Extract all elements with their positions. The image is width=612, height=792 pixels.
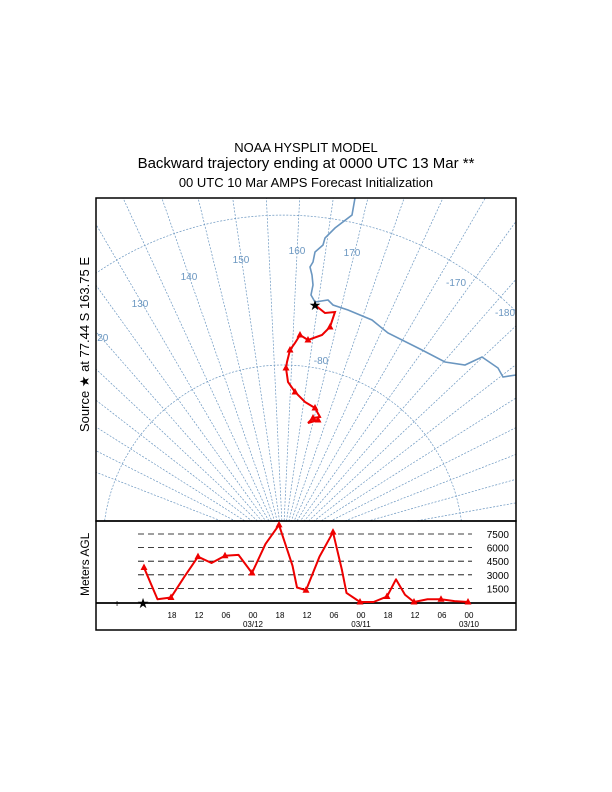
x-tick-label: 00 [249, 611, 258, 620]
height-level-label: 1500 [487, 584, 510, 595]
height-marker [194, 552, 202, 560]
trajectory-marker [286, 346, 294, 353]
longitude-label: -170 [446, 278, 466, 289]
meridian-line [299, 221, 516, 521]
meridian-line [197, 198, 278, 521]
meridian-line [122, 198, 273, 521]
trajectory-marker [282, 364, 290, 371]
trajectory-marker [314, 416, 322, 423]
source-star-icon: ★ [309, 297, 322, 313]
height-marker [356, 598, 364, 605]
meridian-line [343, 454, 516, 521]
coastline [309, 198, 516, 378]
meridian-line [96, 224, 270, 521]
height-marker [329, 528, 337, 535]
source-label: Source ★ at 77.44 S 163.75 E [77, 257, 92, 432]
meridian-line [96, 331, 263, 521]
longitude-label: 150 [233, 255, 250, 266]
x-tick-label: 00 [357, 611, 366, 620]
height-level-label: 3000 [487, 571, 510, 582]
longitude-label: 130 [132, 299, 149, 310]
x-tick-label: 00 [465, 611, 474, 620]
longitude-label: 120 [92, 333, 109, 344]
height-marker [464, 598, 472, 605]
height-marker [167, 593, 175, 600]
meridian-line [265, 198, 283, 521]
x-tick-label: 18 [168, 611, 177, 620]
x-tick-label: 18 [276, 611, 285, 620]
meridian-line [283, 198, 301, 521]
latitude-circle [104, 364, 462, 521]
height-level-label: 7500 [487, 530, 510, 541]
trajectory-marker [291, 388, 299, 395]
meridian-line [303, 279, 516, 521]
x-tick-label: 06 [330, 611, 339, 620]
longitude-label: 170 [344, 248, 361, 259]
height-marker [248, 568, 256, 576]
trajectory-marker [296, 331, 304, 338]
meridian-line [329, 427, 516, 521]
latitude-circle [96, 214, 516, 312]
height-marker [140, 563, 148, 571]
date-label: 03/12 [243, 620, 264, 629]
meridian-line [161, 198, 275, 521]
x-tick-label: 12 [195, 611, 204, 620]
trajectory-marker [309, 414, 317, 421]
trajectory-title: Backward trajectory ending at 0000 UTC 1… [137, 155, 475, 172]
meridian-line [293, 198, 444, 521]
height-marker [275, 520, 283, 528]
height-panel-frame [95, 520, 517, 631]
height-level-label: 6000 [487, 544, 510, 555]
meridian-line [308, 325, 516, 521]
x-tick-label: 06 [222, 611, 231, 620]
x-tick-label: 12 [303, 611, 312, 620]
longitude-label: 160 [289, 246, 306, 257]
date-label: 03/10 [459, 620, 480, 629]
meridian-line [288, 198, 369, 521]
source-star-icon: ★ [137, 595, 150, 611]
meridian-line [366, 478, 516, 521]
x-tick-label: 18 [384, 611, 393, 620]
trajectory-marker [304, 336, 312, 343]
meridian-line [96, 285, 267, 521]
height-marker [302, 586, 310, 593]
height-marker [410, 598, 418, 605]
latitude-label: -80 [314, 356, 329, 367]
x-tick-label: 12 [411, 611, 420, 620]
date-label: 03/11 [351, 620, 371, 629]
height-level-label: 4500 [487, 557, 510, 568]
meridian-line [313, 364, 516, 521]
x-tick-label: 06 [438, 611, 447, 620]
height-trajectory-line [143, 523, 469, 603]
height-marker [437, 595, 445, 602]
y-axis-label: Meters AGL [78, 532, 92, 596]
meridian-line [291, 198, 405, 521]
meridian-line [413, 502, 516, 521]
longitude-label: -180 [495, 308, 515, 319]
height-marker [383, 592, 391, 600]
longitude-label: 140 [181, 272, 198, 283]
map-frame [95, 197, 517, 522]
trajectory-marker [311, 404, 319, 411]
meridian-line [232, 198, 280, 521]
meridian-line [96, 368, 258, 521]
meridian-line [96, 399, 253, 521]
model-title: NOAA HYSPLIT MODEL [234, 140, 378, 155]
height-marker [221, 551, 229, 559]
trajectory-marker [326, 323, 334, 330]
meridian-line [96, 426, 246, 521]
initialization-subtitle: 00 UTC 10 Mar AMPS Forecast Initializati… [178, 175, 434, 190]
meridian-line [296, 198, 486, 521]
start-tick-icon: + [114, 599, 120, 610]
meridian-line [286, 198, 334, 521]
